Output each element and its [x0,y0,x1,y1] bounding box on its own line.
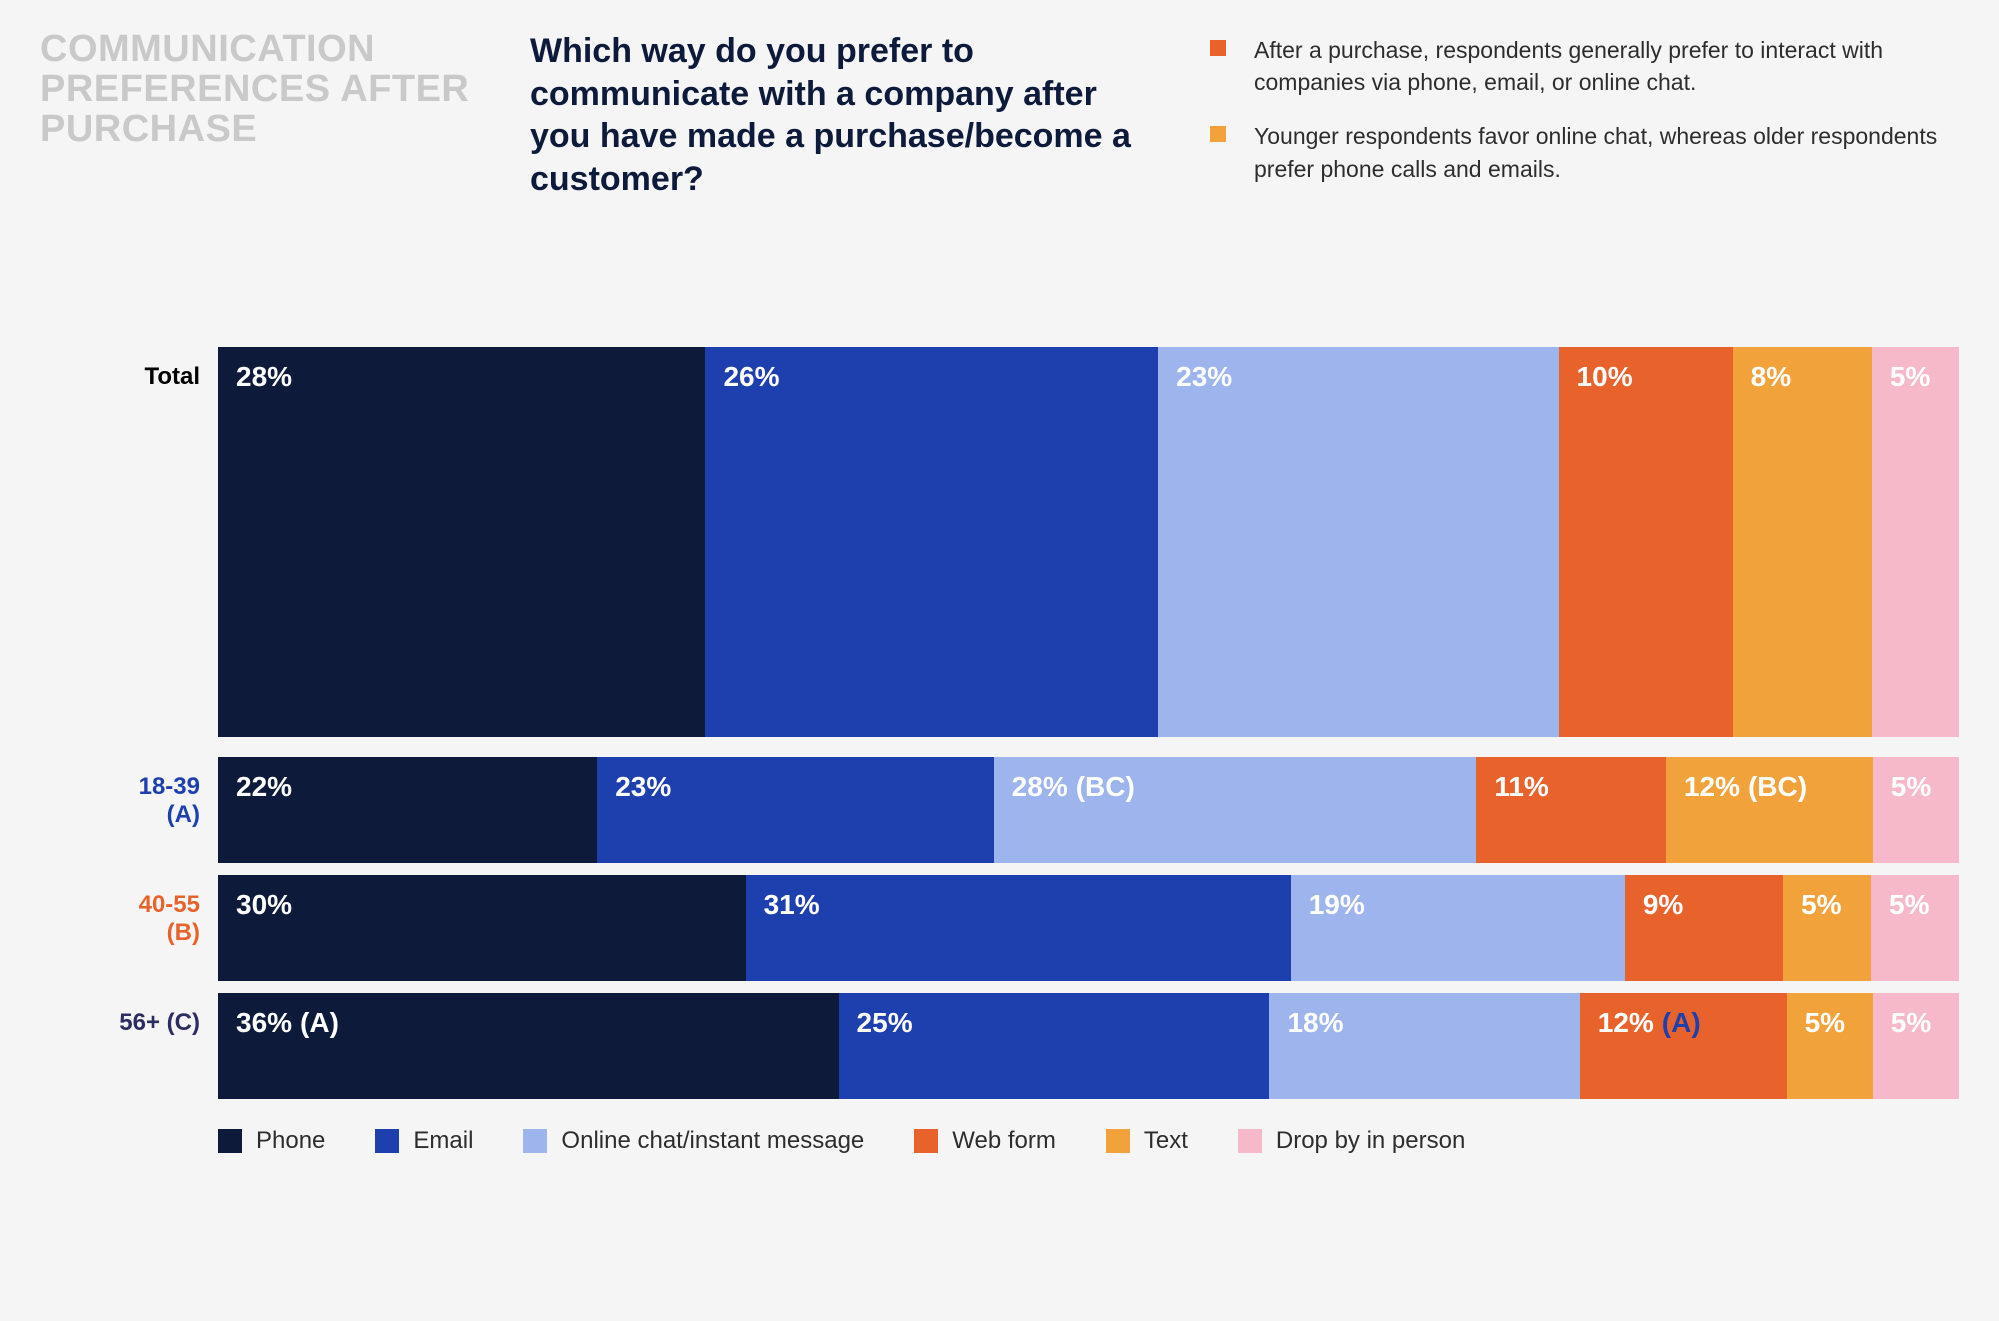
significance-marker: (A) [1662,1007,1701,1039]
segment-value: 22% [236,771,292,803]
bar-row-age-40-55: 40-55 (B) 30% 31% 19% 9% 5% 5% [100,875,1959,981]
bar-segment-inperson: 5% [1873,757,1959,863]
bar-segment-webform: 9% [1625,875,1783,981]
bar-row-age-18-39: 18-39 (A)22%23%28%(BC)11%12%(BC)5% [100,757,1959,863]
segment-value: 5% [1801,889,1841,921]
bar-segment-inperson: 5% [1871,875,1959,981]
bar-segment-phone: 30% [218,875,746,981]
legend-item-chat: Online chat/instant message [523,1127,864,1155]
legend-item-email: Email [375,1127,473,1155]
segment-value: 28% [1012,771,1068,803]
legend-label: Phone [256,1127,325,1155]
segment-value: 23% [1176,361,1232,393]
legend-item-text: Text [1106,1127,1188,1155]
bar-segment-inperson: 5% [1873,993,1959,1099]
segment-value: 5% [1889,889,1929,921]
segment-value: 5% [1890,361,1930,393]
legend-label: Email [413,1127,473,1155]
segment-value: 30% [236,889,292,921]
segment-value: 12% [1684,771,1740,803]
row-label: 56+ (C) [100,993,218,1037]
bar-segment-chat: 28%(BC) [994,757,1477,863]
segment-value: 5% [1891,771,1931,803]
bar-segment-phone: 28% [218,347,705,737]
segment-value: 36% [236,1007,292,1039]
bar-segment-phone: 36%(A) [218,993,839,1099]
bar-segment-chat: 23% [1158,347,1558,737]
header-row: COMMUNICATION PREFERENCES AFTER PURCHASE… [40,30,1959,207]
legend-item-phone: Phone [218,1127,325,1155]
bar-segment-inperson: 5% [1872,347,1959,737]
legend-label: Online chat/instant message [561,1127,864,1155]
segment-value: 31% [764,889,820,921]
insight-bullet: Younger respondents favor online chat, w… [1210,120,1959,184]
segment-value: 19% [1309,889,1365,921]
bar-segment-webform: 10% [1559,347,1733,737]
legend-swatch [1238,1129,1262,1153]
segment-value: 5% [1805,1007,1845,1039]
bar-segment-phone: 22% [218,757,597,863]
segment-value: 12% [1598,1007,1654,1039]
segment-value: 10% [1577,361,1633,393]
stacked-bar: 36%(A)25%18%12%(A)5%5% [218,993,1959,1099]
significance-marker: (A) [300,1007,339,1039]
row-label: 18-39 (A) [100,757,218,829]
bar-segment-email: 23% [597,757,993,863]
bar-segment-text: 12%(BC) [1666,757,1873,863]
bar-segment-chat: 18% [1269,993,1579,1099]
legend-item-webform: Web form [914,1127,1056,1155]
bar-segment-chat: 19% [1291,875,1625,981]
row-label: 40-55 (B) [100,875,218,947]
legend-swatch [1106,1129,1130,1153]
bar-row-total: Total 28% 26% 23% 10% 8% 5% [100,347,1959,737]
bar-segment-text: 5% [1783,875,1871,981]
legend-swatch [375,1129,399,1153]
legend-swatch [218,1129,242,1153]
significance-marker: (BC) [1748,771,1807,803]
legend-label: Drop by in person [1276,1127,1465,1155]
section-title: COMMUNICATION PREFERENCES AFTER PURCHASE [40,30,470,150]
stacked-bar: 30% 31% 19% 9% 5% 5% [218,875,1959,981]
legend-label: Web form [952,1127,1056,1155]
bar-row-age-56plus: 56+ (C)36%(A)25%18%12%(A)5%5% [100,993,1959,1099]
insight-bullet: After a purchase, respondents generally … [1210,34,1959,98]
bar-segment-webform: 11% [1476,757,1666,863]
insight-bullets: After a purchase, respondents generally … [1210,30,1959,207]
legend-item-inperson: Drop by in person [1238,1127,1465,1155]
segment-value: 9% [1643,889,1683,921]
segment-value: 26% [723,361,779,393]
segment-value: 25% [857,1007,913,1039]
bar-segment-email: 25% [839,993,1270,1099]
bar-segment-email: 31% [746,875,1291,981]
legend-swatch [523,1129,547,1153]
row-label: Total [100,347,218,391]
legend-swatch [914,1129,938,1153]
stacked-bar: 28% 26% 23% 10% 8% 5% [218,347,1959,737]
bar-segment-email: 26% [705,347,1158,737]
bar-segment-webform: 12%(A) [1580,993,1787,1099]
segment-value: 23% [615,771,671,803]
stacked-bar-chart: Total28%26%23%10%8%5%18-39 (A)22%23%28%(… [40,347,1959,1099]
survey-question: Which way do you prefer to communicate w… [530,30,1150,200]
segment-value: 28% [236,361,292,393]
bar-segment-text: 5% [1787,993,1873,1099]
segment-value: 5% [1891,1007,1931,1039]
chart-legend: Phone Email Online chat/instant message Web… [40,1127,1959,1155]
stacked-bar: 22%23%28%(BC)11%12%(BC)5% [218,757,1959,863]
segment-value: 18% [1287,1007,1343,1039]
segment-value: 8% [1751,361,1791,393]
legend-label: Text [1144,1127,1188,1155]
significance-marker: (BC) [1076,771,1135,803]
segment-value: 11% [1494,771,1549,803]
bar-segment-text: 8% [1733,347,1872,737]
